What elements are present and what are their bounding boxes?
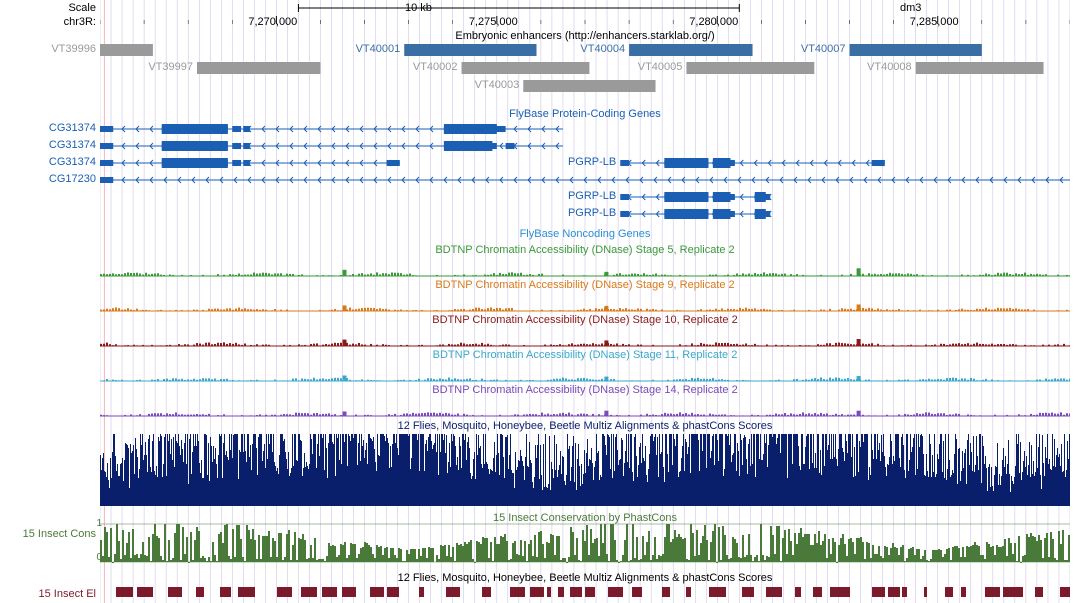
enhancer-label[interactable]: VT40003 <box>461 79 519 91</box>
gene-label[interactable]: PGRP-LB <box>556 156 616 168</box>
el15-title: 12 Flies, Mosquito, Honeybee, Beetle Mul… <box>100 572 1070 584</box>
gene-label[interactable]: CG17230 <box>49 173 96 185</box>
enhancer-label[interactable]: VT40002 <box>400 61 458 73</box>
gene-label[interactable]: CG31374 <box>49 122 96 134</box>
cons-element[interactable] <box>168 587 182 597</box>
cons-element[interactable] <box>888 587 900 597</box>
cons-element[interactable] <box>510 587 525 597</box>
enhancer-label[interactable]: VT40001 <box>342 43 400 55</box>
cons-element[interactable] <box>872 587 885 597</box>
cons12-track[interactable] <box>100 434 1070 506</box>
gene-label[interactable]: PGRP-LB <box>556 190 616 202</box>
cons-element[interactable] <box>446 587 461 597</box>
cons-element[interactable] <box>370 587 384 597</box>
cons-element[interactable] <box>795 587 800 597</box>
ruler-tick: 7,275,000 <box>469 16 518 28</box>
enhancer-label[interactable]: VT40008 <box>854 61 912 73</box>
flybase-nc-title: FlyBase Noncoding Genes <box>100 228 1070 240</box>
enhancer-label[interactable]: VT40005 <box>624 61 682 73</box>
ruler-tick: 7,270,000 <box>248 16 297 28</box>
cons-element[interactable] <box>585 587 595 597</box>
enhancer-block[interactable] <box>462 62 590 74</box>
enhancer-track-title: Embryonic enhancers (http://enhancers.st… <box>100 30 1070 42</box>
enhancer-block[interactable] <box>197 62 320 74</box>
cons-element[interactable] <box>277 587 292 597</box>
cons-element[interactable] <box>547 587 551 597</box>
dnase-title: BDTNP Chromatin Accessibility (DNase) St… <box>100 314 1070 326</box>
gene-label[interactable]: CG31374 <box>49 139 96 151</box>
cons-element[interactable] <box>1035 587 1043 597</box>
cons-element[interactable] <box>985 587 1000 597</box>
assembly-label: dm3 <box>900 2 921 14</box>
el15-track[interactable] <box>100 586 1070 598</box>
cons-element[interactable] <box>632 587 642 597</box>
dnase-title: BDTNP Chromatin Accessibility (DNase) St… <box>100 244 1070 256</box>
dnase-title: BDTNP Chromatin Accessibility (DNase) St… <box>100 349 1070 361</box>
cons-element[interactable] <box>709 587 726 597</box>
ruler-tick: 7,280,000 <box>689 16 738 28</box>
phast15-left-label: 15 Insect Cons <box>23 528 96 540</box>
cons-element[interactable] <box>238 587 255 597</box>
flybase-pc-title: FlyBase Protein-Coding Genes <box>100 108 1070 120</box>
enhancer-label[interactable]: VT40004 <box>567 43 625 55</box>
chrom-label: chr3R: <box>64 16 96 28</box>
cons-element[interactable] <box>924 587 928 597</box>
enhancer-label[interactable]: VT39996 <box>38 43 96 55</box>
scale-value: 10 kb <box>405 2 432 14</box>
genome-browser: Scale chr3R: Embryonic enhancers (http:/… <box>0 0 1078 603</box>
dnase-title: BDTNP Chromatin Accessibility (DNase) St… <box>100 384 1070 396</box>
cons-element[interactable] <box>342 587 357 597</box>
scale-label: Scale <box>68 2 96 14</box>
cons-element[interactable] <box>322 587 337 597</box>
cons-element[interactable] <box>301 587 317 597</box>
dnase-title: BDTNP Chromatin Accessibility (DNase) St… <box>100 279 1070 291</box>
phast15-track[interactable] <box>100 524 1070 562</box>
enhancer-block[interactable] <box>629 44 752 56</box>
cons-element[interactable] <box>220 587 231 597</box>
enhancer-block[interactable] <box>916 62 1044 74</box>
cons-element[interactable] <box>419 587 424 597</box>
cons-element[interactable] <box>558 587 565 597</box>
ruler-tick: 7,285,000 <box>910 16 959 28</box>
cons-element[interactable] <box>945 587 953 597</box>
enhancer-label[interactable]: VT40007 <box>788 43 846 55</box>
gene-label[interactable]: PGRP-LB <box>556 207 616 219</box>
cons-element[interactable] <box>570 587 583 597</box>
cons-element[interactable] <box>766 587 782 597</box>
enhancer-label[interactable]: VT39997 <box>135 61 193 73</box>
enhancer-block[interactable] <box>686 62 814 74</box>
cons-element[interactable] <box>482 587 491 597</box>
cons-element[interactable] <box>662 587 669 597</box>
enhancer-block[interactable] <box>100 44 153 56</box>
phast15-title: 15 Insect Conservation by PhastCons <box>100 512 1070 524</box>
cons-element[interactable] <box>742 587 754 597</box>
cons-element[interactable] <box>902 587 906 597</box>
enhancer-block[interactable] <box>523 80 655 92</box>
gene-label[interactable]: CG31374 <box>49 156 96 168</box>
cons-element[interactable] <box>530 587 544 597</box>
cons-element[interactable] <box>813 587 822 597</box>
enhancer-block[interactable] <box>850 44 982 56</box>
cons-element[interactable] <box>608 587 623 597</box>
cons-element[interactable] <box>1060 587 1070 597</box>
cons-element[interactable] <box>686 587 690 597</box>
enhancer-block[interactable] <box>404 44 536 56</box>
cons-element[interactable] <box>961 587 966 597</box>
cons-element[interactable] <box>137 587 154 597</box>
el15-left-label: 15 Insect El <box>39 588 96 600</box>
cons-element[interactable] <box>387 587 399 597</box>
cons-element[interactable] <box>1003 587 1022 597</box>
cons-element[interactable] <box>196 587 204 597</box>
cons-element[interactable] <box>116 587 132 597</box>
cons-element[interactable] <box>830 587 850 597</box>
cons12-title: 12 Flies, Mosquito, Honeybee, Beetle Mul… <box>100 420 1070 432</box>
